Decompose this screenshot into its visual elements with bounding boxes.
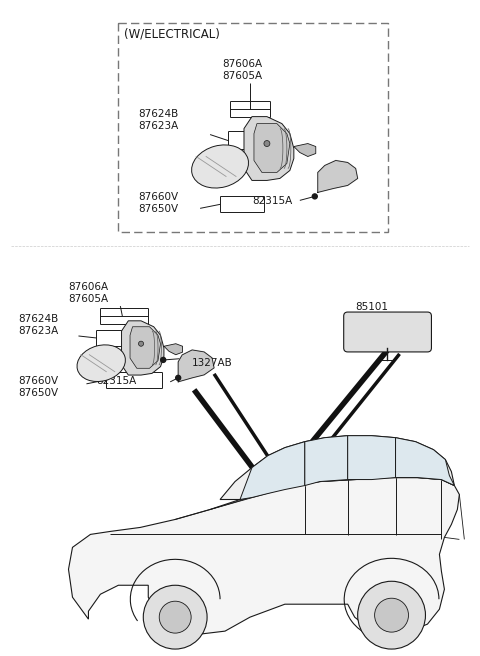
Text: 87623A: 87623A [138,121,179,131]
Circle shape [159,601,191,633]
Polygon shape [130,327,160,368]
Circle shape [176,375,180,380]
Text: 87623A: 87623A [19,326,59,336]
Text: 87660V: 87660V [138,192,179,203]
Polygon shape [305,436,348,485]
Text: 87650V: 87650V [19,388,59,398]
Ellipse shape [77,345,125,382]
Text: 87606A: 87606A [69,282,108,292]
Polygon shape [244,117,294,180]
Circle shape [312,194,317,199]
Polygon shape [121,321,164,375]
Bar [119,23,387,232]
Polygon shape [240,441,305,499]
Polygon shape [348,436,396,480]
Polygon shape [220,436,455,499]
Polygon shape [178,350,214,382]
Text: (W/ELECTRICAL): (W/ELECTRICAL) [124,28,220,41]
Text: 87624B: 87624B [138,109,179,119]
Circle shape [374,598,408,632]
Text: 1327AB: 1327AB [192,358,233,368]
Text: 82315A: 82315A [252,196,292,207]
Polygon shape [396,438,455,485]
Polygon shape [294,144,316,157]
Text: 87606A: 87606A [222,59,262,69]
Polygon shape [254,123,290,173]
Circle shape [161,358,166,362]
Polygon shape [164,344,182,355]
Circle shape [358,581,425,649]
Text: 87605A: 87605A [222,71,262,81]
Text: 87624B: 87624B [19,314,59,324]
Polygon shape [318,161,358,192]
FancyBboxPatch shape [344,312,432,352]
Circle shape [139,341,144,346]
Text: 82315A: 82315A [96,376,137,386]
Circle shape [264,140,270,146]
Text: 85101: 85101 [356,302,389,312]
Text: 87660V: 87660V [19,376,59,386]
Polygon shape [69,478,459,634]
Ellipse shape [192,145,249,188]
Text: 87650V: 87650V [138,205,179,215]
Circle shape [144,585,207,649]
Text: 87605A: 87605A [69,294,108,304]
